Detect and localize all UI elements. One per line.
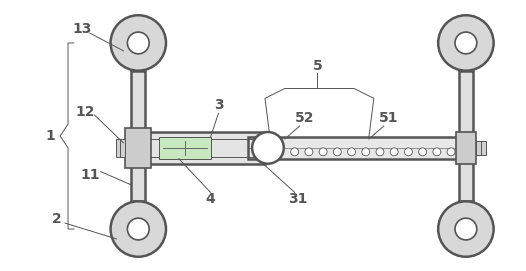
Circle shape [455,32,477,54]
Circle shape [455,218,477,240]
Circle shape [127,32,149,54]
Bar [476,141,485,155]
Circle shape [348,148,356,156]
Bar [145,132,265,164]
Circle shape [291,148,299,156]
Bar [159,137,210,159]
Circle shape [447,148,455,156]
Circle shape [362,148,370,156]
Text: 2: 2 [52,212,62,226]
Circle shape [333,148,341,156]
Bar [125,128,151,168]
Circle shape [438,15,493,71]
Text: 1: 1 [45,129,55,143]
Text: 5: 5 [312,59,322,73]
Circle shape [438,201,493,257]
Bar [116,139,125,157]
Circle shape [252,132,284,164]
Text: 12: 12 [75,105,95,119]
Text: 3: 3 [214,98,223,112]
Circle shape [305,148,313,156]
Text: 52: 52 [295,111,315,125]
Bar [132,71,145,201]
Circle shape [319,148,327,156]
Circle shape [419,148,427,156]
Text: 51: 51 [379,111,399,125]
Bar [459,71,473,201]
Circle shape [110,15,166,71]
Circle shape [127,218,149,240]
Text: 11: 11 [80,167,99,182]
Circle shape [433,148,441,156]
Text: 13: 13 [72,22,92,36]
Bar [248,137,459,159]
Bar [456,132,476,164]
Circle shape [390,148,398,156]
Circle shape [404,148,412,156]
Text: 4: 4 [206,192,216,206]
Circle shape [110,201,166,257]
Circle shape [376,148,384,156]
Text: 31: 31 [288,192,307,206]
